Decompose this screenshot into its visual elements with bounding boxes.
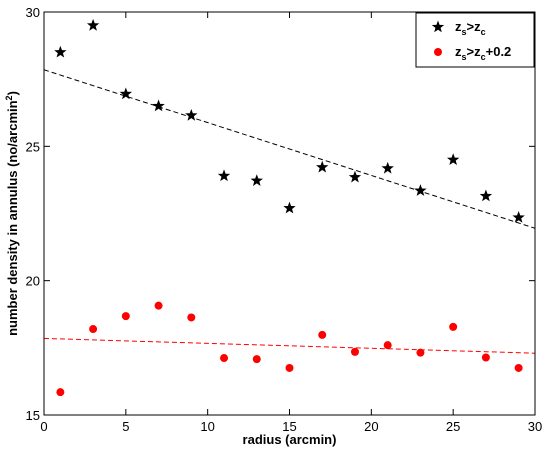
y-axis-label-close: )	[5, 91, 20, 95]
star-point-12	[446, 153, 460, 166]
circle-point-11	[416, 348, 425, 357]
star-point-2	[119, 87, 133, 100]
axes-layer: 0 5 10 15 20 25 30 15 20 25 30 radius (arcmin) numbe…	[4, 5, 542, 447]
plot-frame	[43, 11, 536, 416]
star-point-6	[250, 174, 263, 186]
x-tick-label: 30	[528, 419, 542, 434]
circle-point-6	[252, 355, 261, 364]
fit-line-star-series	[43, 69, 536, 229]
y-tick-label: 30	[26, 5, 40, 20]
legend-label-part: z	[455, 44, 462, 59]
x-tick-label: 15	[282, 419, 296, 434]
star-point-3	[152, 99, 165, 112]
data-points-layer	[54, 18, 525, 397]
legend-marker-circle	[434, 48, 442, 56]
star-point-8	[316, 160, 329, 173]
star-point-7	[283, 201, 296, 214]
y-axis-label-main: number density in annulus (no/arcmin	[5, 100, 20, 336]
star-point-0	[54, 45, 67, 58]
star-point-5	[217, 169, 231, 182]
star-point-4	[185, 108, 198, 121]
legend-label-part: +0.2	[486, 44, 512, 59]
circle-point-4	[187, 313, 196, 322]
y-tick-label: 15	[26, 408, 40, 423]
legend-label-1: zs>zc+0.2	[455, 44, 511, 62]
circle-point-1	[89, 325, 98, 334]
circle-point-2	[121, 312, 130, 321]
legend-marker-star	[431, 20, 445, 33]
star-point-11	[414, 184, 427, 196]
circle-point-7	[285, 363, 294, 372]
x-tick-label: 20	[364, 419, 378, 434]
x-tick-label: 10	[200, 419, 214, 434]
y-tick-label: 20	[26, 274, 40, 289]
star-point-9	[348, 170, 362, 183]
x-tick-label: 25	[446, 419, 460, 434]
x-tick-label: 5	[122, 419, 129, 434]
circle-point-8	[318, 330, 327, 339]
star-point-14	[512, 211, 525, 223]
legend-label-part: >z	[467, 44, 482, 59]
legend-box	[415, 12, 535, 68]
legend-label-part: c	[481, 27, 486, 37]
x-axis-label: radius (arcmin)	[243, 432, 337, 447]
legend-label-part: >z	[467, 19, 482, 34]
circle-point-0	[56, 388, 65, 397]
y-axis-label-sup: 2	[4, 95, 14, 100]
circle-point-10	[383, 341, 392, 350]
legend-label-part: s	[462, 27, 467, 37]
circle-point-14	[514, 363, 523, 372]
fit-line-circle-series	[43, 337, 536, 354]
fit-lines-layer	[43, 69, 536, 354]
circle-point-13	[481, 353, 490, 362]
circle-point-12	[449, 322, 458, 331]
circle-point-9	[350, 347, 359, 356]
legend-label-part: s	[462, 52, 467, 62]
y-axis-label: number density in annulus (no/arcmin2)	[4, 91, 20, 336]
star-point-13	[479, 189, 493, 202]
circle-point-3	[154, 301, 163, 310]
legend-label-0: zs>zc	[455, 19, 486, 37]
legend-label-part: c	[481, 52, 486, 62]
circle-point-5	[220, 354, 229, 363]
star-point-1	[86, 18, 100, 31]
y-tick-label: 25	[26, 139, 40, 154]
legend-label-part: z	[455, 19, 462, 34]
x-tick-label: 0	[40, 419, 47, 434]
star-point-10	[381, 161, 394, 174]
